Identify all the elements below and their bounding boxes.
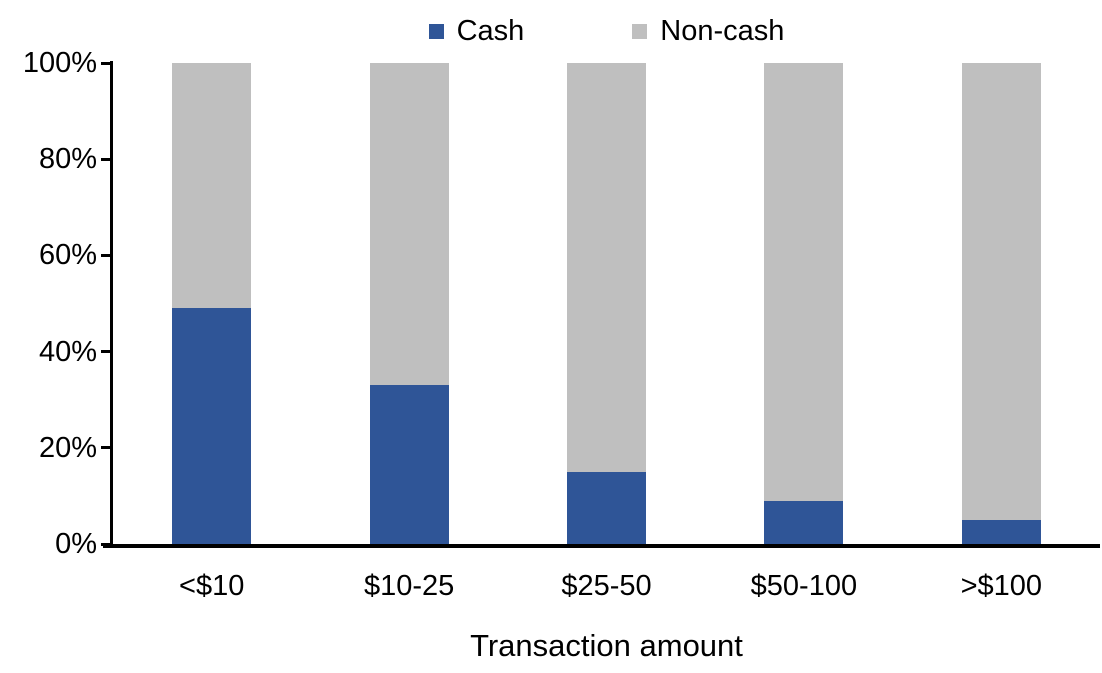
bar-column-2	[369, 63, 449, 544]
x-axis-category-label: >$100	[960, 570, 1043, 602]
y-axis-tick	[101, 350, 111, 354]
bar-segment-cash	[764, 500, 844, 544]
non-cash-swatch-icon	[632, 23, 648, 39]
bar-segment-cash	[172, 308, 252, 544]
y-axis-tick-label: 0%	[55, 528, 97, 560]
legend: Cash Non-cash	[113, 12, 1100, 50]
bar-segment-non-cash	[172, 63, 252, 309]
x-axis-category-label: $10-25	[363, 570, 455, 602]
y-axis-line	[110, 61, 113, 547]
bar-column-4	[764, 63, 844, 544]
bar-segment-non-cash	[567, 63, 646, 472]
bar-column-5	[961, 63, 1041, 544]
bar-column-3	[567, 63, 646, 544]
legend-label-cash: Cash	[456, 14, 525, 47]
bar-segment-non-cash	[961, 63, 1041, 520]
y-axis-tick-label: 60%	[38, 239, 97, 272]
bar-column-1	[172, 63, 252, 544]
bar-segment-cash	[567, 471, 646, 544]
y-axis-tick	[101, 446, 111, 450]
y-axis-tick	[101, 61, 111, 65]
x-axis-line	[103, 544, 1100, 548]
bar-segment-cash	[369, 385, 449, 544]
plot-area	[113, 63, 1100, 544]
x-axis-category-label: <$10	[179, 570, 245, 602]
y-axis-tick-label: 40%	[38, 335, 97, 368]
cash-swatch-icon	[428, 23, 444, 39]
y-axis-tick-label: 80%	[38, 143, 97, 176]
y-axis-tick-label: 20%	[38, 431, 97, 464]
x-axis-title: Transaction amount	[470, 628, 743, 663]
x-axis-category-label: $25-50	[561, 570, 652, 602]
bar-segment-non-cash	[764, 63, 844, 501]
y-axis-tick	[101, 542, 111, 546]
legend-label-non-cash: Non-cash	[660, 14, 785, 47]
y-axis-tick-label: 100%	[22, 47, 97, 79]
legend-item-cash: Cash	[428, 14, 525, 47]
y-axis-tick	[101, 157, 111, 161]
y-axis-tick	[101, 253, 111, 257]
bar-segment-cash	[961, 519, 1041, 544]
bar-segment-non-cash	[369, 63, 449, 386]
x-axis-category-label: $50-100	[750, 570, 858, 602]
legend-item-non-cash: Non-cash	[632, 14, 785, 47]
